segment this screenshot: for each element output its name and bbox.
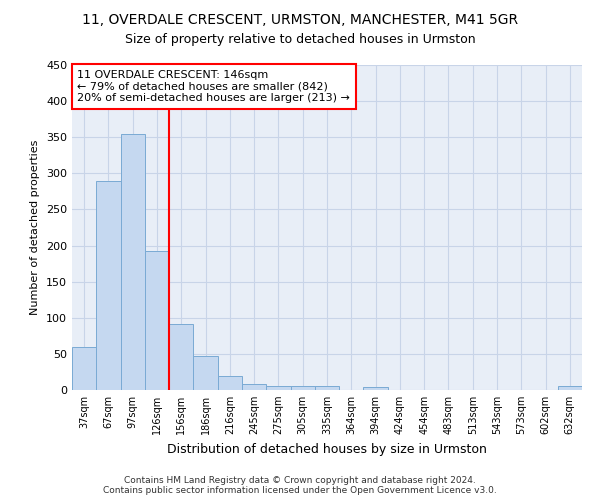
Bar: [121, 134, 145, 390]
Bar: [364, 387, 388, 390]
Bar: [193, 356, 218, 390]
Y-axis label: Number of detached properties: Number of detached properties: [31, 140, 40, 315]
Bar: [558, 386, 582, 390]
Bar: [96, 180, 121, 390]
Text: Contains HM Land Registry data © Crown copyright and database right 2024.
Contai: Contains HM Land Registry data © Crown c…: [103, 476, 497, 495]
Bar: [266, 386, 290, 390]
Bar: [169, 324, 193, 390]
Bar: [218, 376, 242, 390]
Bar: [72, 348, 96, 390]
Text: Size of property relative to detached houses in Urmston: Size of property relative to detached ho…: [125, 32, 475, 46]
Bar: [290, 386, 315, 390]
Bar: [242, 384, 266, 390]
X-axis label: Distribution of detached houses by size in Urmston: Distribution of detached houses by size …: [167, 442, 487, 456]
Text: 11, OVERDALE CRESCENT, URMSTON, MANCHESTER, M41 5GR: 11, OVERDALE CRESCENT, URMSTON, MANCHEST…: [82, 12, 518, 26]
Bar: [315, 386, 339, 390]
Text: 11 OVERDALE CRESCENT: 146sqm
← 79% of detached houses are smaller (842)
20% of s: 11 OVERDALE CRESCENT: 146sqm ← 79% of de…: [77, 70, 350, 103]
Bar: [145, 250, 169, 390]
